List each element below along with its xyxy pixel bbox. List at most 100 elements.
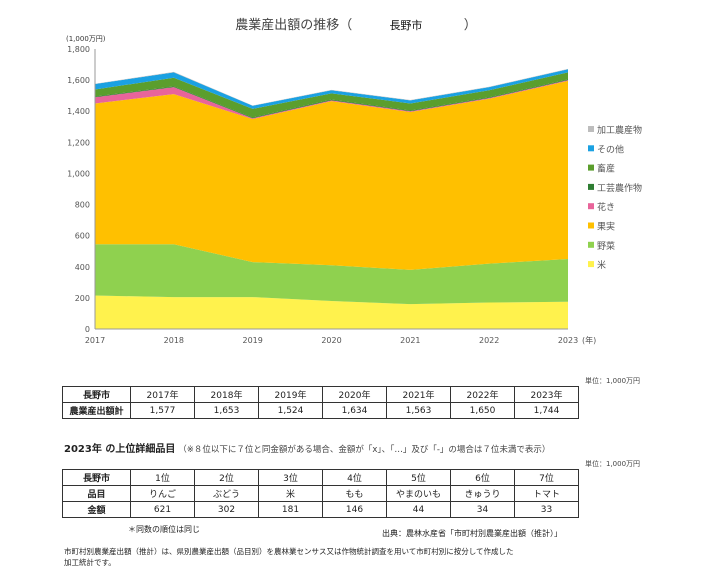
- year-cell: 2022年: [450, 386, 515, 403]
- table-row: 品目 りんご ぶどう 米 もも やまのいも きゅうり トマト: [62, 485, 579, 502]
- year-cell: 2020年: [322, 386, 387, 403]
- table-row: 農業産出額計 1,577 1,653 1,524 1,634 1,563 1,6…: [62, 402, 579, 419]
- footnote-source: 出典：農林水産省「市町村別農業産出額（推計）」: [382, 529, 562, 538]
- legend-label: 花き: [597, 201, 615, 213]
- item-cell: りんご: [130, 485, 195, 502]
- x-tick-label: 2023: [558, 336, 578, 345]
- value-cell: 1,634: [322, 402, 387, 419]
- amount-cell: 181: [258, 501, 323, 518]
- rank-cell: 1位: [130, 469, 195, 486]
- item-cell: きゅうり: [450, 485, 515, 502]
- year-cell: 2023年: [514, 386, 579, 403]
- chart-title-close: ）: [463, 18, 477, 33]
- legend-label: 加工農産物: [597, 124, 642, 136]
- year-cell: 2018年: [194, 386, 259, 403]
- legend-swatch: [588, 241, 594, 248]
- value-cell: 1,577: [130, 402, 195, 419]
- y-tick-label: 0: [85, 325, 90, 334]
- value-cell: 1,563: [386, 402, 451, 419]
- legend-label: 米: [597, 259, 606, 271]
- y-tick-label: 1,000: [67, 169, 90, 178]
- table2-unit: 単位：1,000万円: [585, 460, 641, 468]
- value-cell: 1,524: [258, 402, 323, 419]
- y-tick-label: 200: [75, 294, 90, 303]
- legend-swatch: [588, 164, 594, 171]
- value-cell: 1,650: [450, 402, 515, 419]
- x-axis-unit: (年): [582, 335, 596, 345]
- amount-cell: 34: [450, 501, 515, 518]
- legend-swatch: [588, 222, 594, 229]
- y-tick-label: 1,600: [67, 76, 90, 85]
- x-tick-label: 2018: [164, 336, 184, 345]
- table-header-city: 長野市: [62, 386, 131, 403]
- chart-title: 農業産出額の推移（ 長野市 ）: [0, 14, 712, 33]
- x-tick-label: 2022: [479, 336, 499, 345]
- table-row: 長野市 2017年 2018年 2019年 2020年 2021年 2022年 …: [62, 386, 579, 403]
- legend-swatch: [588, 126, 594, 132]
- year-cell: 2017年: [130, 386, 195, 403]
- item-cell: トマト: [514, 485, 579, 502]
- x-tick-label: 2019: [242, 336, 262, 345]
- y-tick-label: 600: [75, 232, 90, 241]
- amount-cell: 44: [386, 501, 451, 518]
- rank-cell: 6位: [450, 469, 515, 486]
- legend-swatch: [588, 203, 594, 210]
- table1-unit: 単位：1,000万円: [585, 377, 641, 385]
- legend-swatch: [588, 183, 594, 190]
- value-cell: 1,744: [514, 402, 579, 419]
- amount-cell: 146: [322, 501, 387, 518]
- amount-cell: 302: [194, 501, 259, 518]
- legend-label: その他: [597, 143, 624, 155]
- area-series-group: [95, 68, 568, 329]
- year-cell: 2021年: [386, 386, 451, 403]
- area-series-5: [95, 72, 568, 118]
- table-row: 長野市 1位 2位 3位 4位 5位 6位 7位: [62, 469, 579, 486]
- footnote-same-rank: ＊同数の順位は同じ: [128, 525, 200, 534]
- y-tick-label: 1,800: [67, 45, 90, 54]
- x-tick-label: 2017: [85, 336, 105, 345]
- footnote-line-1: 市町村別農業産出額（推計）は、県別農業産出額（品目別）を農林業センサス又は作物統…: [64, 547, 514, 556]
- section-note: （※８位以下に７位と同金額がある場合、金額が「x」、「…」及び「-」の場合は７位…: [178, 445, 551, 455]
- amount-cell: 33: [514, 501, 579, 518]
- row-label: 品目: [62, 485, 131, 502]
- area-series-0: [95, 295, 568, 329]
- item-cell: やまのいも: [386, 485, 451, 502]
- year-cell: 2019年: [258, 386, 323, 403]
- y-axis-unit: (1,000万円): [66, 35, 106, 43]
- rank-cell: 3位: [258, 469, 323, 486]
- section-heading: 2023年 の上位詳細品目 （※８位以下に７位と同金額がある場合、金額が「x」、…: [64, 440, 550, 455]
- rank-cell: 2位: [194, 469, 259, 486]
- y-tick-label: 1,400: [67, 107, 90, 116]
- section-title: 2023年 の上位詳細品目: [64, 444, 176, 455]
- value-cell: 1,653: [194, 402, 259, 419]
- rank-cell: 7位: [514, 469, 579, 486]
- table-row: 金額 621 302 181 146 44 34 33: [62, 501, 579, 518]
- axes-group: 0 200 400 600 800 1,000 1,200 1,400 1,600 1,800 20…: [67, 45, 596, 345]
- legend-label: 野菜: [597, 240, 615, 252]
- annual-output-table: 長野市 2017年 2018年 2019年 2020年 2021年 2022年 …: [62, 386, 579, 419]
- chart-title-city: 長野市: [389, 19, 423, 32]
- rank-cell: 5位: [386, 469, 451, 486]
- row-label: 金額: [62, 501, 131, 518]
- chart-title-text: 農業産出額の推移（: [235, 18, 353, 33]
- item-cell: ぶどう: [194, 485, 259, 502]
- area-series-1: [95, 244, 568, 305]
- legend-swatch: [588, 145, 594, 152]
- item-cell: もも: [322, 485, 387, 502]
- item-cell: 米: [258, 485, 323, 502]
- legend-label: 果実: [597, 221, 615, 233]
- area-chart: 0 200 400 600 800 1,000 1,200 1,400 1,600 1,800 20…: [67, 45, 642, 345]
- table-header-city: 長野市: [62, 469, 131, 486]
- legend-label: 工芸農作物: [597, 182, 642, 194]
- rank-cell: 4位: [322, 469, 387, 486]
- footnote-line-2: 加工統計です。: [64, 558, 116, 567]
- y-tick-label: 400: [75, 263, 90, 272]
- area-series-2: [95, 80, 568, 270]
- x-tick-label: 2020: [321, 336, 341, 345]
- amount-cell: 621: [130, 501, 195, 518]
- y-tick-label: 1,200: [67, 138, 90, 147]
- x-tick-label: 2021: [400, 336, 420, 345]
- top-items-table: 長野市 1位 2位 3位 4位 5位 6位 7位 品目 りんご ぶどう 米 もも…: [62, 469, 579, 518]
- row-label: 農業産出額計: [62, 402, 131, 419]
